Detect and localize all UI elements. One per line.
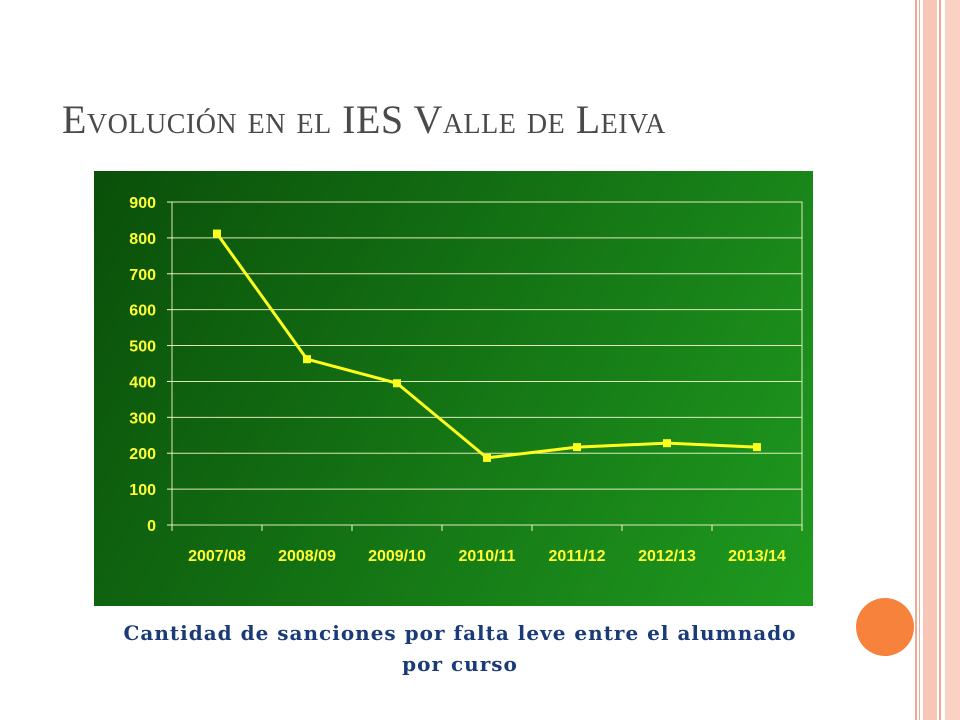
chart-caption: Cantidad de sanciones por falta leve ent… [123,621,797,676]
data-point [213,229,221,238]
slide-title: Evolución en el IES Valle de Leiva [62,97,666,142]
x-tick-label: 2013/14 [728,548,786,565]
data-point [483,453,491,462]
y-tick-label: 700 [129,267,156,284]
decorative-side-stripes [915,0,960,720]
side-stripe [945,0,960,720]
orange-circle-decoration [856,598,914,656]
side-stripe [923,0,937,720]
y-tick-label: 900 [129,195,156,212]
chart-panel: 0 100 200 300 400 500 600 700 800 900 2007/08 2008/… [94,171,813,606]
data-point [303,355,311,364]
y-tick-label: 400 [129,374,156,391]
side-stripe [915,0,917,720]
x-tick-label: 2011/12 [549,548,606,565]
y-tick-label: 100 [129,482,156,499]
x-tick-label: 2007/08 [188,548,246,565]
line-chart: 0 100 200 300 400 500 600 700 800 900 2007/08 2008/… [129,195,803,565]
x-tick-label: 2008/09 [278,548,336,565]
x-tick-label: 2009/10 [368,548,426,565]
y-tick-label: 500 [129,339,156,356]
data-point [663,439,671,448]
data-point [573,443,581,452]
data-point [393,379,401,388]
y-tick-label: 600 [129,303,156,320]
plot-area-border [171,201,803,526]
x-tick-label: 2010/11 [459,548,516,565]
y-tick-label: 0 [147,518,156,535]
x-tick-label: 2012/13 [638,548,696,565]
side-stripe [939,0,941,720]
y-tick-label: 800 [129,231,156,248]
y-tick-label: 300 [129,410,156,427]
y-tick-label: 200 [129,446,156,463]
data-point [753,443,761,452]
side-stripe [919,0,920,720]
